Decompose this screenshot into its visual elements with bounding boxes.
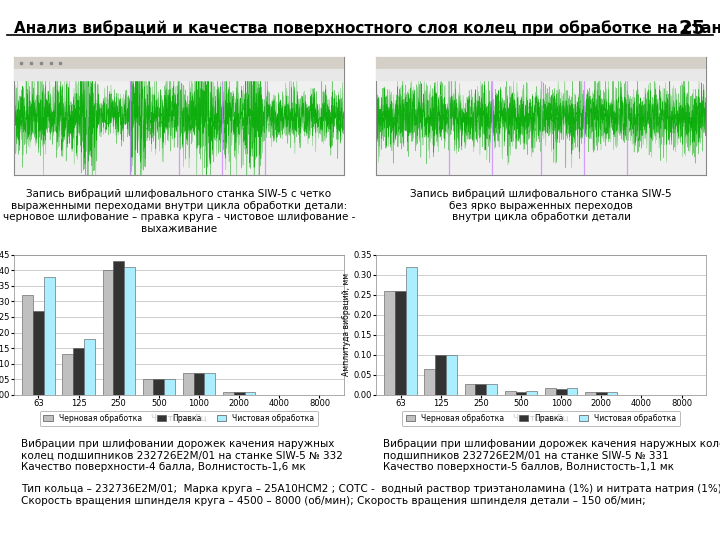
Bar bbox=[475, 384, 486, 395]
Bar bbox=[183, 373, 194, 395]
Bar bbox=[14, 57, 343, 68]
Bar bbox=[44, 276, 55, 395]
Bar bbox=[585, 392, 596, 395]
Bar bbox=[113, 261, 124, 395]
Bar bbox=[204, 373, 215, 395]
Bar bbox=[84, 339, 95, 395]
Bar bbox=[63, 354, 73, 395]
Bar bbox=[567, 388, 577, 395]
Bar bbox=[164, 379, 175, 395]
Bar bbox=[395, 291, 406, 395]
Legend: Черновая обработка, Правка, Чистовая обработка: Черновая обработка, Правка, Чистовая обр… bbox=[402, 411, 680, 426]
Text: Вибрации при шлифовании дорожек качения наружных
колец подшипников 232726Е2М/01 : Вибрации при шлифовании дорожек качения … bbox=[21, 438, 343, 472]
Bar bbox=[377, 69, 706, 80]
Bar bbox=[143, 379, 153, 395]
Bar bbox=[14, 69, 343, 80]
Text: Запись вибраций шлифовального станка SIW-5
без ярко выраженных переходов
внутри : Запись вибраций шлифовального станка SIW… bbox=[410, 189, 672, 222]
Bar bbox=[194, 373, 204, 395]
Bar bbox=[234, 392, 245, 395]
Bar bbox=[486, 383, 497, 395]
Y-axis label: Амплитуда вибраций, мм: Амплитуда вибраций, мм bbox=[342, 273, 351, 376]
Bar bbox=[545, 388, 556, 395]
Bar bbox=[556, 389, 567, 395]
Bar bbox=[406, 267, 417, 395]
Bar bbox=[464, 384, 475, 395]
Text: 25: 25 bbox=[678, 19, 706, 38]
Bar bbox=[33, 310, 44, 395]
Bar bbox=[245, 392, 256, 395]
Bar bbox=[516, 392, 526, 395]
Text: Вибрации при шлифовании дорожек качения наружных колец
подшипников 232726Е2М/01 : Вибрации при шлифовании дорожек качения … bbox=[383, 438, 720, 472]
Bar bbox=[124, 267, 135, 395]
Text: Анализ вибраций и качества поверхностного слоя колец при обработке на станке SIW: Анализ вибраций и качества поверхностног… bbox=[14, 21, 720, 37]
Bar bbox=[73, 348, 84, 395]
Bar bbox=[607, 392, 618, 395]
Bar bbox=[384, 291, 395, 395]
Bar bbox=[102, 271, 113, 395]
Text: Тип кольца – 232736Е2М/01;  Марка круга – 25А10НСМ2 ; СОТС -  водный раствор три: Тип кольца – 232736Е2М/01; Марка круга –… bbox=[22, 484, 720, 506]
Bar bbox=[596, 392, 607, 395]
Legend: Черновая обработка, Правка, Чистовая обработка: Черновая обработка, Правка, Чистовая обр… bbox=[40, 411, 318, 426]
Bar bbox=[22, 295, 33, 395]
Bar bbox=[526, 391, 537, 395]
Bar bbox=[377, 57, 706, 68]
Bar bbox=[223, 392, 234, 395]
Bar bbox=[436, 355, 446, 395]
Text: Запись вибраций шлифовального станка SIW-5 с четко
выраженными переходами внутри: Запись вибраций шлифовального станка SIW… bbox=[3, 189, 355, 234]
X-axis label: Частота, Гц: Частота, Гц bbox=[151, 414, 207, 422]
Bar bbox=[424, 369, 436, 395]
Bar bbox=[446, 355, 457, 395]
X-axis label: Частота, Гц: Частота, Гц bbox=[513, 414, 569, 422]
Bar bbox=[153, 379, 164, 395]
Bar bbox=[505, 391, 516, 395]
